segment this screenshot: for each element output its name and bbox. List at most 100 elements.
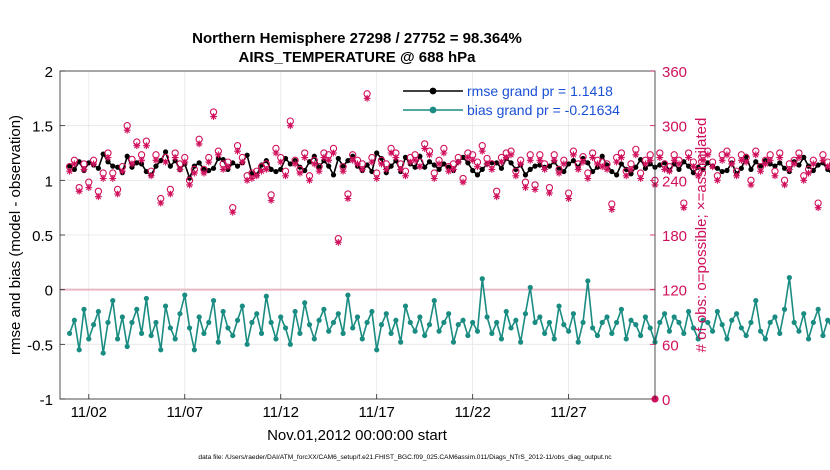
rmse-point: [685, 163, 692, 169]
x-axis: 11/02 11/07 11/12 11/17 11/22 11/27: [71, 394, 587, 421]
assimilated-obs-marker: [128, 160, 136, 168]
bias-point: [186, 325, 193, 331]
bias-point: [273, 336, 279, 342]
assimilated-obs-marker: [421, 145, 429, 152]
bias-point: [561, 322, 567, 328]
assimilated-obs-marker: [176, 166, 184, 173]
assimilated-obs-marker: [123, 126, 131, 134]
bias-point: [551, 336, 557, 342]
assimilated-obs-marker: [766, 156, 774, 164]
rmse-point: [244, 152, 250, 158]
chart-title-line-1: Northern Hemisphere 27298 / 27752 = 98.3…: [192, 30, 522, 47]
bias-point: [494, 319, 500, 326]
bias-point: [225, 325, 231, 331]
rmse-point: [134, 160, 140, 166]
bias-point: [86, 336, 92, 342]
bias-point: [398, 339, 404, 345]
assimilated-obs-marker: [238, 158, 246, 166]
assimilated-obs-marker: [680, 204, 688, 212]
assimilated-obs-marker: [661, 166, 668, 173]
assimilated-obs-marker: [205, 158, 213, 166]
assimilated-obs-marker: [190, 169, 198, 177]
rmse-point: [441, 161, 447, 167]
bias-point: [647, 325, 653, 331]
assimilated-obs-marker: [579, 158, 587, 166]
bias-point: [321, 306, 327, 312]
assimilated-obs-marker: [70, 160, 78, 168]
bias-point: [666, 328, 672, 334]
bias-point: [215, 339, 221, 345]
x-tick-label: 11/07: [167, 404, 203, 421]
bias-point: [306, 322, 313, 328]
bias-point: [513, 317, 519, 323]
rmse-point: [431, 162, 437, 168]
rmse-point: [124, 153, 130, 159]
bias-point: [762, 336, 768, 342]
assimilated-obs-marker: [66, 167, 73, 175]
rmse-point: [158, 158, 164, 164]
bias-point: [239, 303, 245, 309]
bias-point: [302, 300, 308, 306]
bias-point: [527, 284, 533, 291]
bias-point: [609, 330, 615, 336]
bias-point: [422, 332, 428, 339]
rmse-point: [522, 172, 529, 178]
rmse-point: [297, 164, 303, 170]
rmse-point: [815, 162, 821, 168]
bias-point: [753, 298, 759, 304]
bias-point: [412, 328, 418, 334]
assimilated-obs-marker: [546, 189, 553, 197]
rmse-point: [479, 166, 485, 172]
bias-point: [738, 325, 744, 331]
bias-point: [402, 303, 409, 309]
assimilated-obs-marker: [613, 158, 621, 166]
bias-point: [249, 319, 255, 326]
assimilated-obs-marker: [776, 154, 784, 161]
assimilated-obs-marker: [258, 167, 265, 175]
right-axis: 0 60 120 180 240 300 360: [650, 64, 687, 409]
bias-point: [210, 298, 217, 304]
bias-point: [489, 330, 495, 336]
bias-point: [537, 314, 543, 320]
bias-point: [297, 330, 303, 336]
bias-point: [340, 330, 346, 336]
bias-point: [148, 332, 154, 339]
bias-point: [705, 319, 711, 326]
bias-point: [657, 319, 663, 326]
bias-point: [254, 311, 260, 317]
assimilated-obs-marker: [694, 172, 702, 180]
assimilated-obs-marker: [517, 160, 525, 168]
assimilated-obs-marker: [488, 166, 496, 173]
bias-point: [201, 330, 207, 336]
bias-point: [311, 336, 317, 342]
assimilated-obs-marker: [608, 206, 616, 213]
legend-rmse-label: rmse grand pr = 1.1418: [467, 83, 613, 99]
bias-point: [172, 336, 178, 342]
assimilated-obs-marker: [522, 184, 529, 192]
assimilated-obs-marker: [502, 154, 510, 161]
assimilated-obs-marker: [450, 166, 457, 173]
bias-point: [335, 311, 341, 317]
bias-point: [580, 319, 586, 326]
assimilated-obs-marker: [656, 154, 664, 161]
assimilated-obs-marker: [584, 175, 592, 182]
assimilated-obs-marker: [142, 142, 150, 150]
bias-point: [479, 276, 485, 282]
bias-point: [556, 303, 562, 309]
legend-bias-marker: [429, 106, 437, 114]
possible-obs-marker: [828, 161, 830, 167]
right-tick-label: 300: [662, 119, 687, 136]
assimilated-obs-marker: [387, 149, 395, 157]
assimilated-obs-marker: [574, 166, 582, 173]
assimilated-obs-marker: [109, 175, 117, 182]
left-axis-label: rmse and bias (model - observation): [7, 115, 24, 355]
rmse-point: [796, 162, 802, 168]
assimilated-obs-marker: [166, 190, 174, 198]
bias-point: [542, 330, 548, 336]
bias-point: [258, 330, 265, 336]
bias-point: [330, 319, 337, 326]
right-axis-label: # of obs: o=possible; ×=assimilated: [693, 118, 710, 353]
bias-point: [374, 347, 380, 353]
bias-point: [700, 317, 706, 323]
bias-point: [383, 311, 389, 317]
